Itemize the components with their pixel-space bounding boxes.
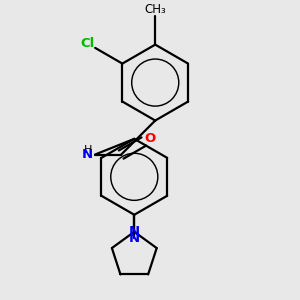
Text: H: H xyxy=(84,145,93,155)
Text: N: N xyxy=(81,148,92,161)
Text: CH₃: CH₃ xyxy=(144,3,166,16)
Text: N: N xyxy=(129,232,140,245)
Text: O: O xyxy=(145,132,156,146)
Text: Cl: Cl xyxy=(80,38,94,50)
Text: N: N xyxy=(129,225,140,238)
